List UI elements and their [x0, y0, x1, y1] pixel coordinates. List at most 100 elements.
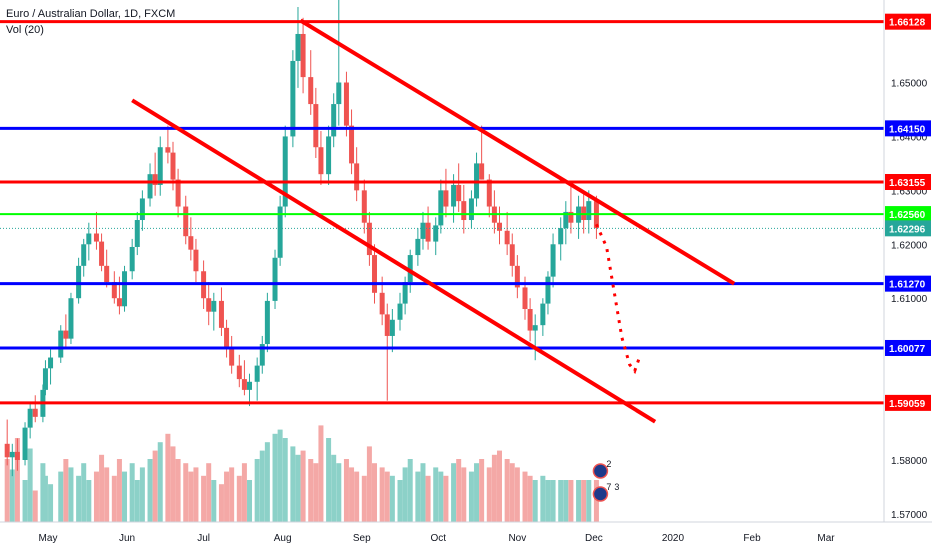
volume-bar — [58, 471, 64, 522]
volume-bar — [295, 454, 301, 522]
candle-body — [183, 206, 189, 237]
candle-body — [254, 365, 260, 382]
candle-body — [509, 244, 515, 266]
candle-body — [397, 303, 403, 320]
candle-body — [349, 125, 355, 164]
candle-body — [147, 174, 153, 199]
candle-body — [415, 238, 421, 256]
candle-body — [336, 82, 342, 105]
candle-body — [407, 255, 413, 283]
price-label-tag — [885, 394, 931, 411]
x-tick-label: Oct — [430, 533, 446, 544]
price-label-tag — [885, 220, 931, 237]
volume-label: Vol (20) — [6, 24, 44, 36]
volume-bar — [563, 480, 569, 522]
candle-body — [152, 174, 158, 185]
volume-bar — [372, 463, 378, 522]
candle-body — [247, 381, 253, 390]
volume-bar — [491, 454, 497, 522]
candle-body — [545, 276, 551, 304]
candle-body — [139, 198, 145, 221]
candle-body — [290, 60, 296, 137]
volume-bar — [93, 471, 99, 522]
volume-bar — [545, 480, 551, 522]
volume-bar — [361, 475, 367, 522]
price-label: 1.66128 — [889, 18, 926, 29]
candle-body — [372, 255, 378, 293]
volume-bar — [63, 459, 69, 522]
price-label-tag — [885, 120, 931, 137]
time-axis — [0, 522, 932, 550]
event-badge-count: 2 — [606, 459, 611, 469]
volume-bar — [14, 438, 20, 522]
volume-bar — [540, 475, 546, 522]
candle-body — [165, 147, 171, 153]
volume-bar — [593, 480, 599, 522]
y-tick-label: 1.62000 — [891, 240, 928, 251]
candle-body — [22, 427, 28, 460]
trend-line — [131, 98, 657, 424]
candle-body — [313, 104, 319, 148]
candle-body — [211, 300, 217, 312]
volume-bar — [425, 475, 431, 522]
candle-body — [451, 184, 457, 207]
volume-bar — [236, 475, 242, 522]
event-badge-count: 7 — [606, 482, 611, 492]
candle-body — [425, 222, 431, 242]
candle-body — [188, 236, 194, 250]
volume-bar — [9, 469, 15, 522]
candle-body — [277, 206, 283, 258]
candle-body — [48, 357, 54, 369]
volume-bar — [48, 484, 54, 522]
candle-body — [4, 443, 10, 458]
volume-bar — [32, 490, 38, 522]
candle-body — [366, 222, 372, 256]
volume-bar — [4, 459, 10, 522]
x-tick-label: Dec — [585, 533, 603, 544]
volume-bar — [254, 459, 260, 522]
volume-bar — [349, 467, 355, 522]
volume-bar — [496, 450, 502, 522]
price-label: 1.60077 — [889, 344, 926, 355]
candle-body — [438, 190, 444, 226]
candle-body — [241, 379, 247, 390]
candle-body — [558, 228, 564, 245]
volume-bar — [229, 467, 235, 522]
volume-bar — [318, 425, 324, 522]
candle-body — [532, 325, 538, 331]
volume-bar — [201, 475, 207, 522]
volume-bar — [272, 433, 278, 522]
volume-bar — [22, 480, 28, 522]
candle-body — [318, 147, 324, 175]
x-tick-label: 2020 — [662, 533, 685, 544]
candle-body — [218, 300, 224, 328]
price-label: 1.59059 — [889, 399, 926, 410]
y-tick-label: 1.64000 — [891, 132, 928, 143]
volume-bar — [479, 459, 485, 522]
candle-body — [550, 244, 556, 277]
candle-body — [361, 190, 367, 223]
candle-body — [354, 163, 360, 191]
volume-bar — [175, 459, 181, 522]
y-tick-label: 1.63000 — [891, 186, 928, 197]
x-tick-label: Sep — [353, 533, 371, 544]
volume-bar — [111, 475, 117, 522]
y-tick-label: 1.61000 — [891, 294, 928, 305]
candle-body — [27, 408, 33, 428]
volume-bar — [433, 467, 439, 522]
volume-bar — [576, 480, 582, 522]
candle-body — [433, 225, 439, 242]
candle-body — [456, 184, 462, 202]
volume-bar — [379, 467, 385, 522]
volume-bar — [407, 459, 413, 522]
candle-body — [206, 298, 212, 312]
volume-bar — [42, 475, 48, 522]
candle-body — [42, 368, 48, 390]
volume-bar — [40, 463, 46, 522]
candle-body — [86, 233, 92, 245]
volume-bar — [122, 471, 128, 522]
volume-bar — [402, 467, 408, 522]
candle-body — [522, 287, 528, 309]
volume-bar — [550, 480, 556, 522]
